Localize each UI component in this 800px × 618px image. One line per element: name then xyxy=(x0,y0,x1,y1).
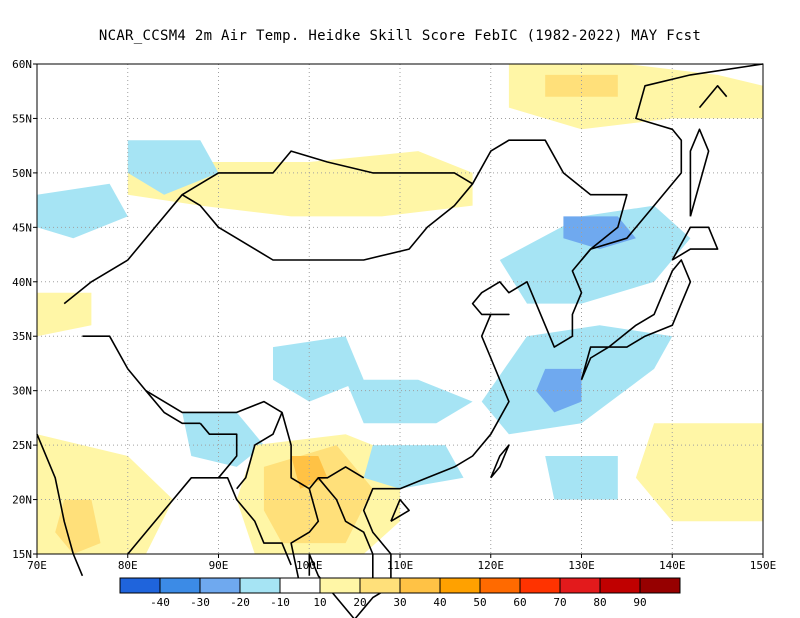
lon-label: 150E xyxy=(750,559,777,572)
graticule-grid xyxy=(37,64,763,554)
colorbar-swatch xyxy=(479,577,521,594)
colorbar-label: -40 xyxy=(150,596,170,609)
colorbar-label: -10 xyxy=(270,596,290,609)
colorbar-swatch xyxy=(439,577,481,594)
colorbar-swatch xyxy=(159,577,201,594)
colorbar-swatch xyxy=(319,577,361,594)
coastline xyxy=(698,85,728,109)
coastlines-and-borders xyxy=(36,63,764,618)
colorbar-swatch xyxy=(559,577,601,594)
lat-label: 35N xyxy=(12,330,32,343)
coastline xyxy=(490,444,510,479)
lat-label: 30N xyxy=(12,385,32,398)
lon-label: 80E xyxy=(118,559,138,572)
colorbar-swatch xyxy=(399,577,441,594)
lat-label: 25N xyxy=(12,439,32,452)
country-border xyxy=(199,422,238,479)
lon-label: 130E xyxy=(568,559,595,572)
colorbar-label: 80 xyxy=(593,596,606,609)
country-border xyxy=(290,488,320,587)
colorbar-legend: -40 -30 -20 -10 10 20 30 40 50 60 70 80 90 xyxy=(119,577,681,609)
coastline xyxy=(36,433,84,577)
skill-score-regions xyxy=(37,64,763,554)
lon-label: 90E xyxy=(209,559,229,572)
country-border xyxy=(317,477,374,587)
colorbar-swatch xyxy=(279,577,321,594)
region-blue-kazakh xyxy=(37,183,128,239)
lat-label: 15N xyxy=(12,548,32,561)
lon-label: 110E xyxy=(387,559,414,572)
colorbar-swatch xyxy=(599,577,641,594)
region-blue-southeast-china xyxy=(363,445,464,489)
lat-label: 45N xyxy=(12,221,32,234)
lat-label: 55N xyxy=(12,112,32,125)
region-orange-northeast-siberia xyxy=(545,74,618,97)
region-blue-central-china xyxy=(345,379,473,424)
coastline xyxy=(308,553,355,618)
region-blue-northwest xyxy=(127,140,219,195)
region-yellow-western-pacific xyxy=(635,423,763,522)
region-blue-tibet xyxy=(273,336,364,402)
colorbar-swatch xyxy=(519,577,561,594)
colorbar-swatch xyxy=(239,577,281,594)
coastline xyxy=(580,259,692,381)
latitude-labels: 15N 20N 25N 30N 35N 40N 45N 50N 55N 60N xyxy=(12,58,37,561)
region-mid-blue-east-china-sea xyxy=(536,368,582,413)
region-yellow-west-border xyxy=(37,292,92,337)
coastline xyxy=(671,226,719,261)
colorbar-label: 20 xyxy=(353,596,366,609)
region-blue-pacific xyxy=(545,456,618,500)
longitude-labels: 70E 80E 90E 100E 110E 120E 130E 140E 150E xyxy=(27,554,776,572)
colorbar-swatch xyxy=(359,577,401,594)
lon-label: 100E xyxy=(296,559,323,572)
lat-label: 20N xyxy=(12,494,32,507)
country-border xyxy=(82,335,365,490)
lat-label: 60N xyxy=(12,58,32,71)
coastline xyxy=(390,498,410,522)
colorbar-swatch xyxy=(639,577,681,594)
coastline xyxy=(689,128,710,217)
coastline xyxy=(127,477,292,566)
region-yellow-south-india xyxy=(37,434,174,554)
coastline xyxy=(354,63,764,618)
colorbar-label: 50 xyxy=(473,596,486,609)
colorbar-label: 60 xyxy=(513,596,526,609)
colorbar-swatch xyxy=(119,577,161,594)
colorbar-label: 40 xyxy=(433,596,446,609)
region-blue-korea-manchuria xyxy=(499,205,691,304)
lat-label: 40N xyxy=(12,276,32,289)
country-border xyxy=(145,390,201,425)
colorbar-label: -30 xyxy=(190,596,210,609)
country-border xyxy=(236,412,283,490)
colorbar-label: -20 xyxy=(230,596,250,609)
colorbar-label: 30 xyxy=(393,596,406,609)
colorbar-label: 70 xyxy=(553,596,566,609)
colorbar-label: 90 xyxy=(633,596,646,609)
map-title: NCAR_CCSM4 2m Air Temp. Heidke Skill Sco… xyxy=(98,28,702,44)
lon-label: 140E xyxy=(659,559,686,572)
colorbar-swatch xyxy=(199,577,241,594)
region-orange-south-india xyxy=(55,499,101,554)
country-border xyxy=(63,150,474,305)
lat-label: 50N xyxy=(12,167,32,180)
lon-label: 70E xyxy=(27,559,47,572)
country-border xyxy=(471,139,628,261)
colorbar-label: 10 xyxy=(313,596,326,609)
lon-label: 120E xyxy=(478,559,505,572)
